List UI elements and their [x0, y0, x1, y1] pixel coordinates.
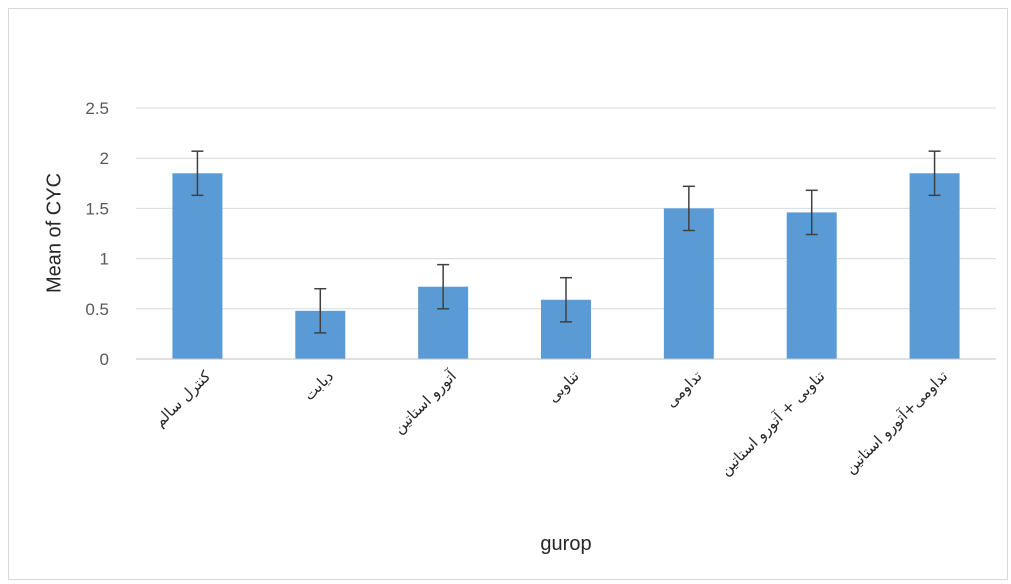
y-tick-label: 1.5 [85, 199, 109, 218]
x-category-label: دیابت [300, 367, 337, 404]
x-category-label: کنترل سالم [151, 367, 215, 431]
x-category-label: تناوبی [544, 367, 583, 406]
y-tick-label: 1 [100, 250, 109, 269]
x-category-label: تناوبی + آتورو استاتین [716, 367, 828, 479]
x-axis-title: gurop [540, 533, 591, 555]
x-axis-category-labels: کنترل سالم دیابت آتورو استاتین تناوبی تداومی… [151, 367, 952, 480]
bar [172, 173, 223, 359]
y-axis-title: Mean of CYC [43, 173, 65, 293]
bar [786, 212, 837, 359]
y-tick-label: 0.5 [85, 300, 109, 319]
x-category-label: آتورو استاتین [390, 367, 461, 438]
bar [663, 208, 714, 359]
x-category-label: تداومی+آتورو استاتین [841, 367, 951, 477]
y-axis-tick-labels: 0 0.5 1 1.5 2 2.5 [85, 99, 109, 369]
bars [172, 173, 960, 359]
y-tick-label: 2 [100, 149, 109, 168]
error-bars [191, 150, 941, 334]
x-category-label: تداومی [662, 367, 706, 411]
gridlines [136, 107, 996, 310]
y-tick-label: 0 [100, 350, 109, 369]
y-tick-label: 2.5 [85, 99, 109, 118]
bar [909, 173, 960, 359]
